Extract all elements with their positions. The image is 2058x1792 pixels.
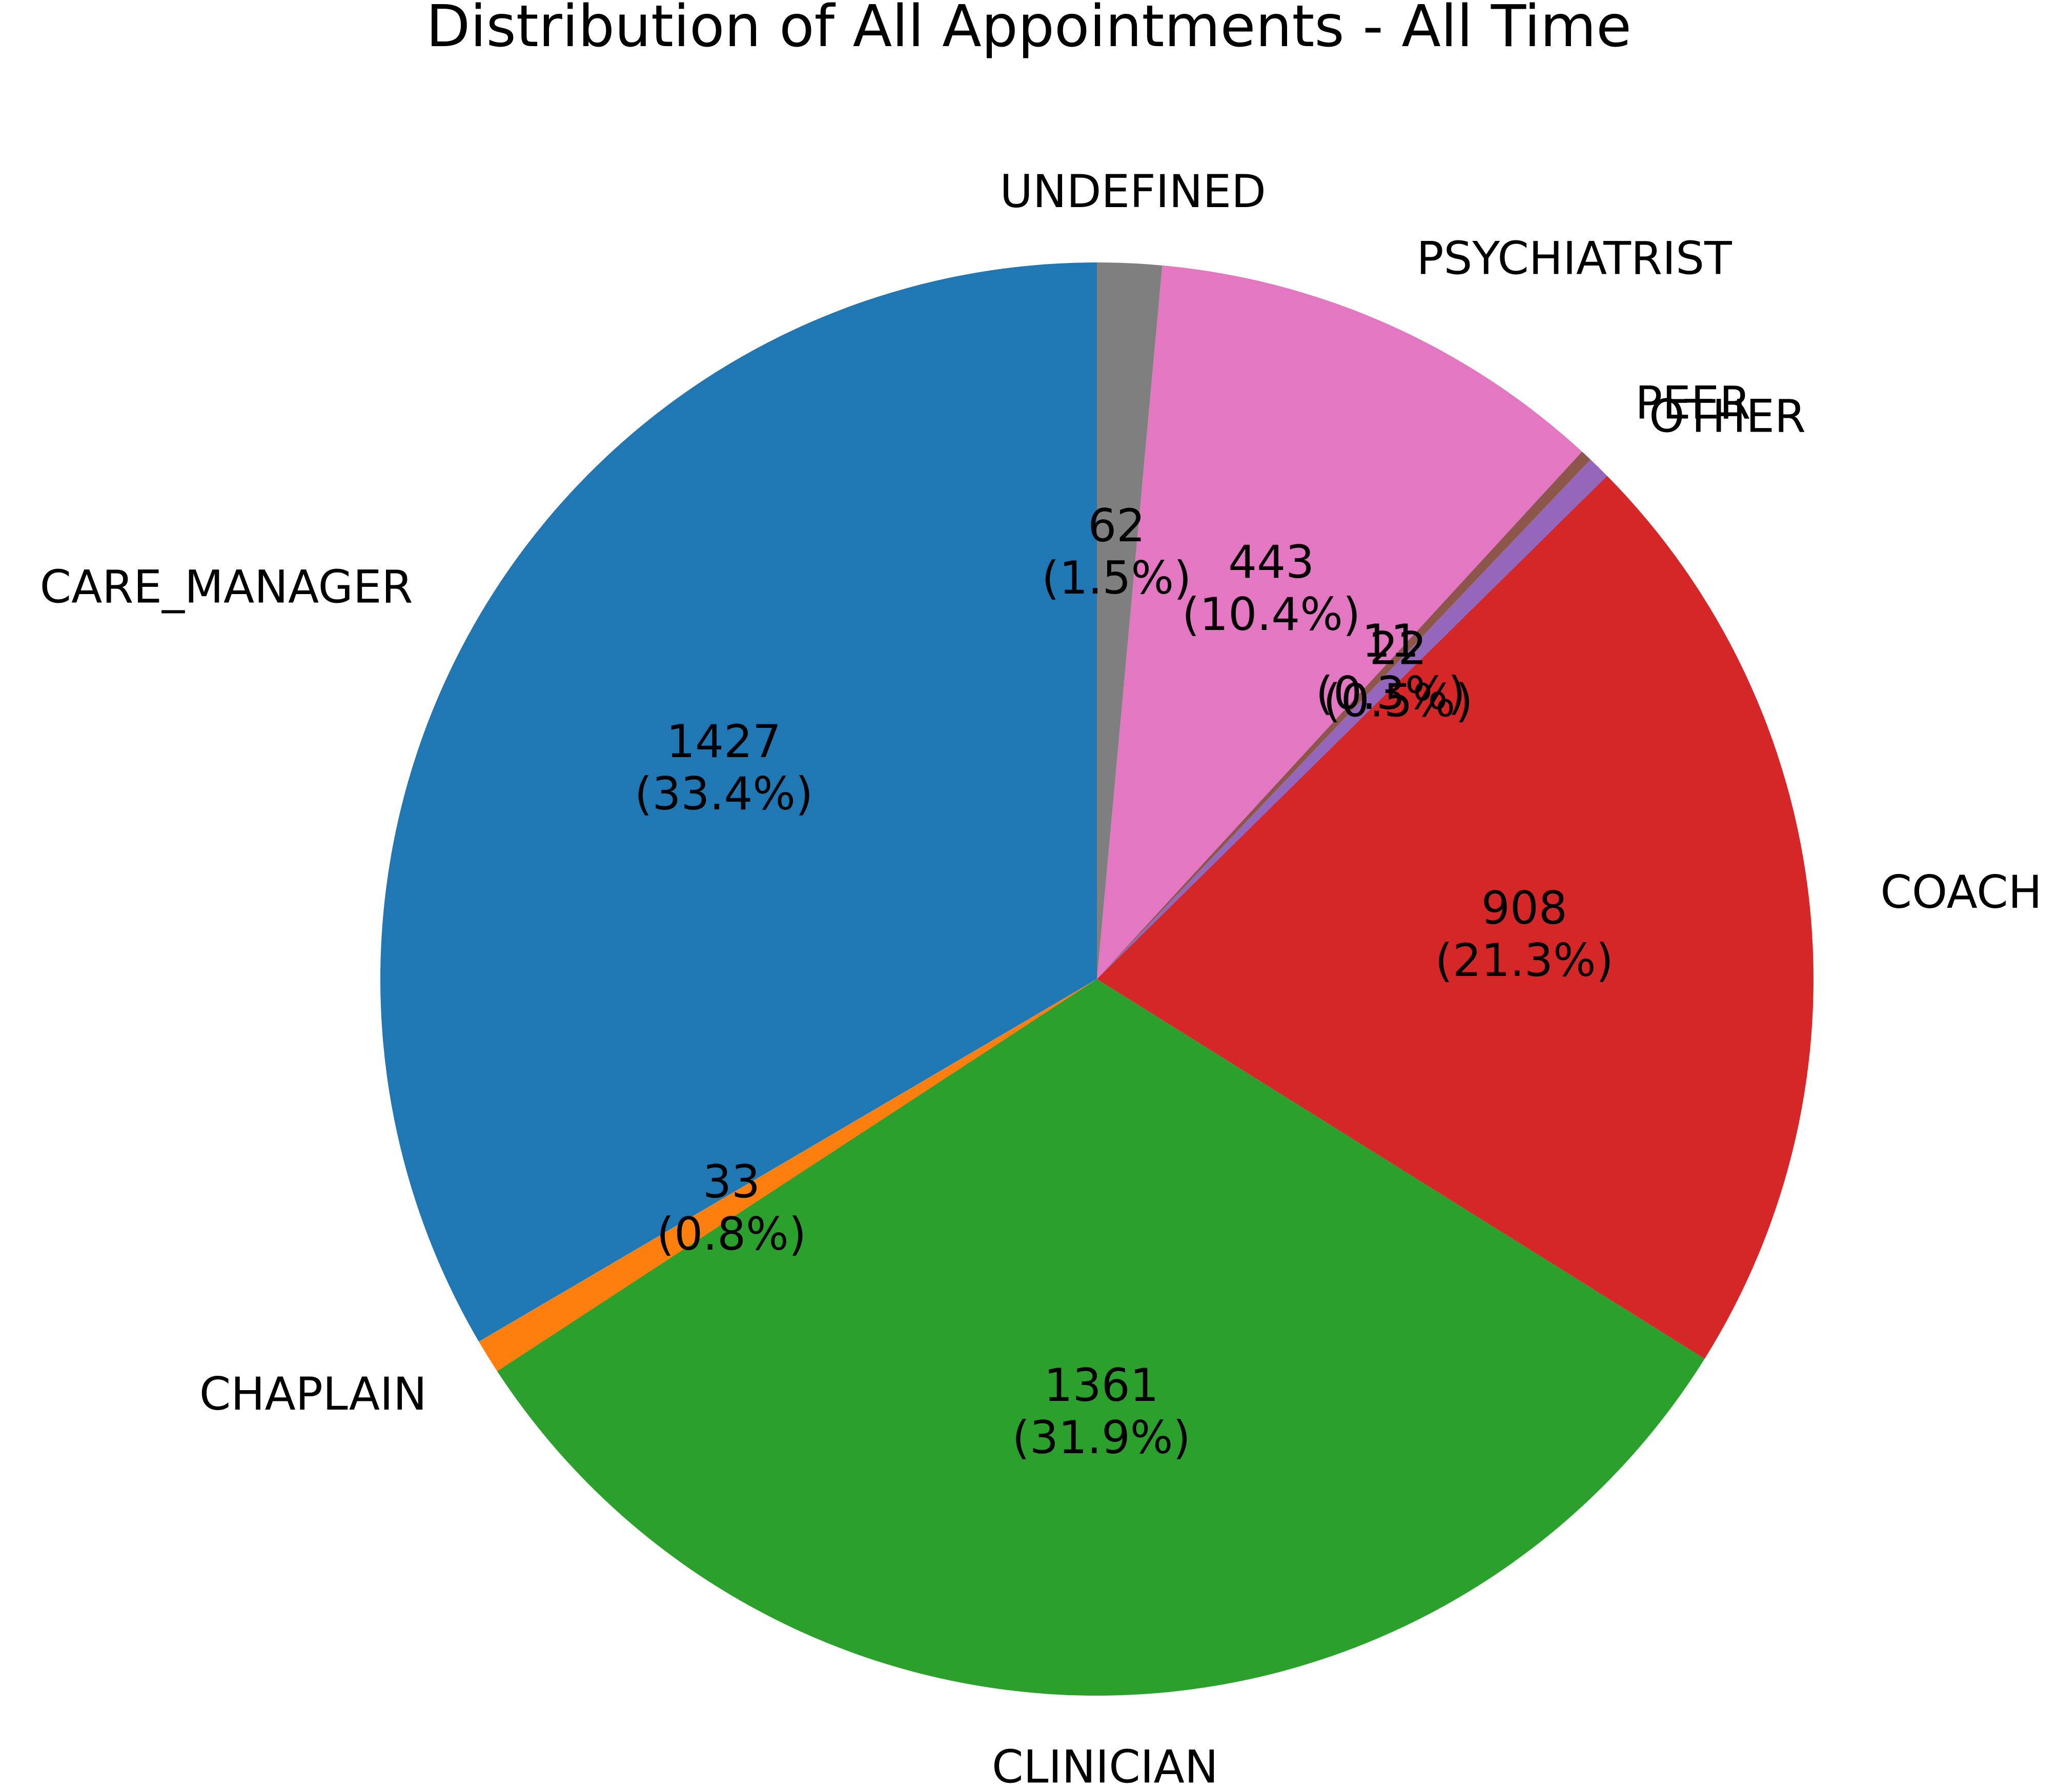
data-label-value-care-manager: 1427 [666,715,781,768]
pie-slice-peer [1097,452,1591,979]
data-label-percent-coach: (21.3%) [1435,934,1614,987]
pie-slice-undefined [1097,262,1163,979]
data-label-value-chaplain: 33 [703,1155,760,1208]
slice-label-care-manager: CARE_MANAGER [40,561,413,614]
labels-layer: CARE_MANAGER 1427(33.4%) CHAPLAIN 33(0.8%) C… [40,165,2042,1792]
data-label-value-peer: 11 [1362,615,1419,667]
pie-slice-chaplain [479,979,1097,1372]
data-label-percent-peer: (0.3%) [1316,667,1465,720]
pie-slice-psychiatrist [1097,265,1582,979]
data-label-value-other: 22 [1370,622,1427,675]
data-label-percent-care-manager: (33.4%) [635,767,813,820]
data-label-value-coach: 908 [1481,882,1567,934]
pie-slice-other [1097,459,1607,979]
data-label-value-psychiatrist: 443 [1228,536,1314,588]
slice-label-other: OTHER [1649,390,1806,442]
slice-label-peer: PEER [1635,377,1750,430]
data-label-percent-clinician: (31.9%) [1012,1411,1191,1464]
data-label-percent-chaplain: (0.8%) [657,1208,806,1260]
slices-layer [380,262,1814,1696]
data-label-value-undefined: 62 [1088,499,1145,552]
chart-title: Distribution of All Appointments - All T… [426,0,1632,60]
slice-label-coach: COACH [1880,866,2042,919]
data-label-percent-psychiatrist: (10.4%) [1182,588,1360,641]
data-label-value-clinician: 1361 [1044,1359,1159,1412]
slice-label-undefined: UNDEFINED [1000,165,1266,218]
pie-slice-coach [1097,476,1814,1359]
pie-slice-care-manager [380,262,1097,1342]
data-label-percent-other: (0.5%) [1323,674,1473,727]
slice-label-chaplain: CHAPLAIN [199,1368,427,1420]
slice-label-psychiatrist: PSYCHIATRIST [1416,232,1733,284]
pie-slice-clinician [497,979,1705,1696]
data-label-percent-undefined: (1.5%) [1042,552,1191,604]
slice-label-clinician: CLINICIAN [992,1741,1218,1789]
